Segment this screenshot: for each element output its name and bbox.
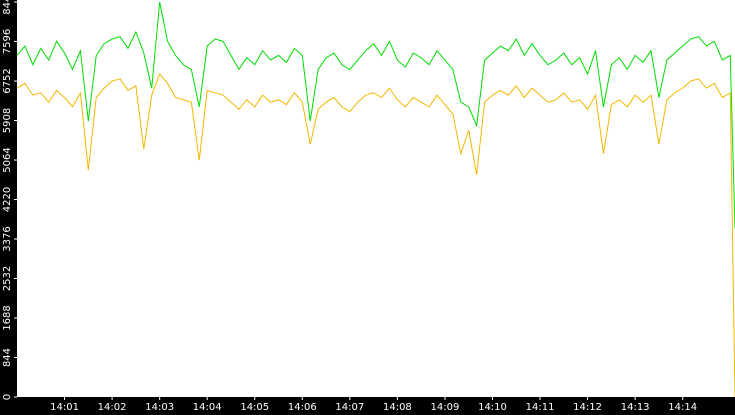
y-tick-label: 0 bbox=[2, 394, 13, 400]
y-tick-label: 5064 bbox=[2, 147, 13, 172]
x-tick-label: 14:03 bbox=[145, 402, 174, 413]
x-tick-label: 14:05 bbox=[240, 402, 269, 413]
x-tick-label: 14:10 bbox=[478, 402, 507, 413]
y-tick-label: 4220 bbox=[2, 187, 13, 212]
plot-area bbox=[17, 0, 735, 397]
x-tick-label: 14:12 bbox=[573, 402, 602, 413]
x-tick-label: 14:02 bbox=[98, 402, 127, 413]
series-line bbox=[16, 1, 735, 229]
y-tick-label: 8441 bbox=[2, 0, 13, 15]
y-tick-label: 844 bbox=[2, 348, 13, 367]
x-tick-label: 14:11 bbox=[526, 402, 555, 413]
series-line bbox=[16, 73, 735, 398]
x-tick-label: 14:09 bbox=[431, 402, 460, 413]
y-tick-label: 1688 bbox=[2, 305, 13, 330]
x-tick-label: 14:14 bbox=[668, 402, 697, 413]
x-tick-label: 14:04 bbox=[193, 402, 222, 413]
x-tick-label: 14:07 bbox=[335, 402, 364, 413]
x-tick-label: 14:06 bbox=[288, 402, 317, 413]
y-tick-label: 5908 bbox=[2, 108, 13, 133]
x-tick-label: 14:01 bbox=[50, 402, 79, 413]
x-tick-label: 14:08 bbox=[383, 402, 412, 413]
y-tick-label: 2532 bbox=[2, 266, 13, 291]
y-tick-label: 6752 bbox=[2, 68, 13, 93]
x-tick-label: 14:13 bbox=[621, 402, 650, 413]
y-tick-label: 7596 bbox=[2, 29, 13, 54]
y-tick-label: 3376 bbox=[2, 226, 13, 251]
